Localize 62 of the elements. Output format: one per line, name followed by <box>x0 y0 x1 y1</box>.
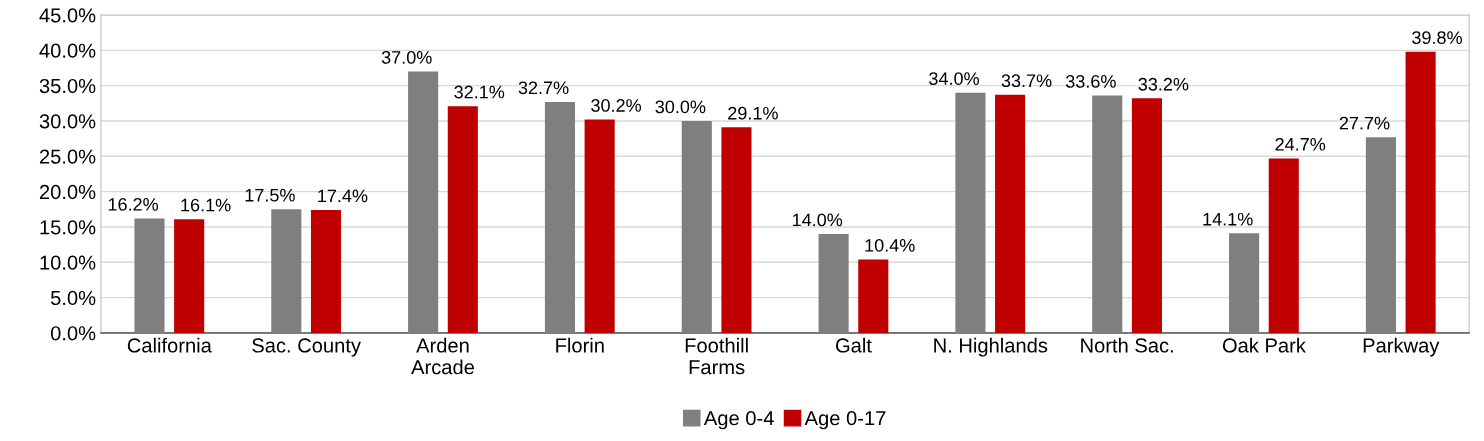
bar <box>1268 158 1299 333</box>
y-tick-label: 45.0% <box>39 8 96 23</box>
bar <box>408 71 439 333</box>
data-label: 37.0% <box>381 51 432 64</box>
y-tick-label: 30.0% <box>39 114 96 129</box>
data-label: 24.7% <box>1275 137 1326 151</box>
y-tick-label: 5.0% <box>50 290 96 306</box>
data-label: 16.1% <box>181 198 231 212</box>
x-tick-label: Arden Arcade <box>411 337 474 375</box>
bar <box>1131 98 1162 333</box>
x-tick-label: North Sac. <box>1081 337 1173 353</box>
bar <box>584 119 615 333</box>
data-label: 29.1% <box>728 106 778 120</box>
x-tick-label: Oak Park <box>1222 337 1306 353</box>
bar <box>858 259 889 333</box>
x-tick-label: Florin <box>556 337 604 353</box>
y-tick-label: 40.0% <box>39 43 96 58</box>
legend-label: Age 0-17 <box>804 411 886 430</box>
data-label: 27.7% <box>1339 116 1390 130</box>
x-tick-label: Sac. County <box>252 338 361 357</box>
y-tick-label: 25.0% <box>39 149 96 164</box>
data-label: 32.1% <box>454 85 505 99</box>
x-tick-label: Parkway <box>1363 337 1440 357</box>
data-label: 10.4% <box>865 238 915 252</box>
data-label: 33.6% <box>1065 75 1116 88</box>
data-label: 39.8% <box>1412 31 1462 44</box>
y-tick-label: 20.0% <box>39 184 96 200</box>
bar <box>721 127 752 333</box>
bar <box>271 209 302 333</box>
data-label: 17.5% <box>245 188 295 202</box>
bar <box>134 218 165 333</box>
bar <box>995 94 1026 333</box>
x-tick-label: California <box>127 337 212 353</box>
data-label: 34.0% <box>929 72 979 85</box>
data-label: 30.0% <box>655 100 706 114</box>
bar <box>447 106 478 333</box>
data-label: 33.2% <box>1138 77 1189 91</box>
data-label: 30.2% <box>591 99 642 112</box>
bar <box>955 92 986 333</box>
x-tick-label: Foothill Farms <box>685 337 748 375</box>
bar <box>544 101 576 333</box>
bar <box>818 234 849 333</box>
bar <box>1229 233 1260 333</box>
legend-label: Age 0-4 <box>703 411 774 430</box>
y-tick-label: 0.0% <box>50 326 96 341</box>
data-label: 16.2% <box>108 197 159 211</box>
bar <box>681 120 712 333</box>
data-label: 14.1% <box>1203 212 1253 226</box>
bar <box>1405 51 1436 333</box>
y-tick-label: 15.0% <box>40 220 96 235</box>
bar <box>310 210 342 333</box>
data-label: 33.7% <box>1001 74 1052 88</box>
data-label: 14.0% <box>792 213 843 227</box>
bar <box>1092 95 1123 333</box>
bar <box>174 219 205 333</box>
y-tick-label: 35.0% <box>39 78 96 94</box>
data-label: 17.4% <box>318 189 368 203</box>
x-tick-label: Galt <box>836 337 872 353</box>
x-tick-label: N. Highlands <box>934 337 1048 357</box>
data-label: 32.7% <box>518 81 569 95</box>
y-tick-label: 10.0% <box>40 255 96 270</box>
bar <box>1365 137 1396 333</box>
